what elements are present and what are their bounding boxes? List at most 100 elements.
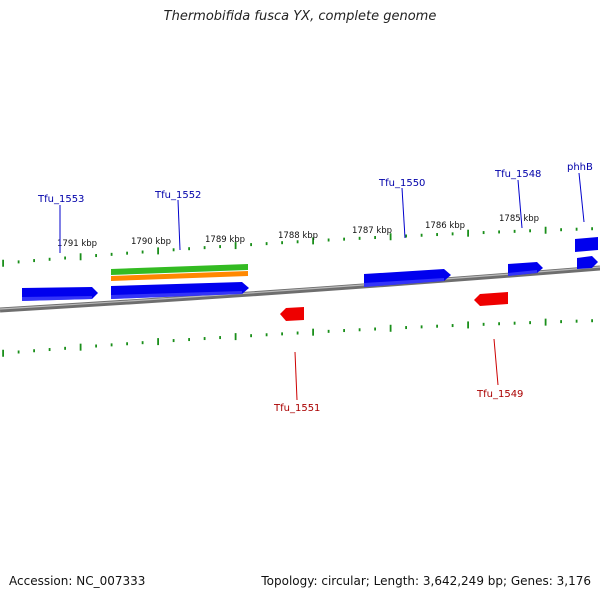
minor-tick [110, 343, 113, 347]
minor-tick [281, 332, 283, 336]
minor-tick [343, 237, 345, 241]
gene-label[interactable]: Tfu_1553 [37, 194, 84, 205]
minor-tick [498, 322, 500, 326]
gene-label[interactable]: Tfu_1551 [273, 403, 320, 414]
leader-line [578, 172, 585, 223]
minor-tick [172, 339, 175, 343]
minor-tick [358, 328, 361, 332]
feature-bar-orange[interactable] [111, 271, 248, 281]
scale-label: 1789 kbp [205, 235, 245, 245]
major-tick [79, 343, 82, 351]
minor-tick [327, 238, 330, 242]
minor-tick [405, 326, 407, 330]
minor-tick [591, 227, 593, 231]
gene-label[interactable]: Tfu_1552 [154, 190, 201, 201]
minor-tick [48, 257, 51, 261]
minor-tick [529, 321, 531, 325]
major-tick [157, 247, 159, 255]
minor-tick [250, 334, 252, 338]
major-tick [234, 333, 237, 341]
minor-tick [405, 234, 407, 238]
gene-arrow-tfu-1549[interactable] [474, 292, 508, 306]
minor-tick [203, 246, 206, 250]
gene-label[interactable]: Tfu_1548 [494, 169, 541, 180]
leader-line [294, 351, 298, 401]
scale-label: 1785 kbp [499, 214, 539, 224]
minor-tick [343, 329, 345, 333]
minor-tick [296, 240, 299, 244]
minor-tick [529, 229, 531, 233]
minor-tick [203, 337, 206, 341]
minor-tick [482, 231, 485, 235]
minor-tick [64, 256, 66, 260]
scale-label: 1790 kbp [131, 237, 171, 247]
gene-label[interactable]: Tfu_1550 [378, 178, 425, 189]
major-tick [467, 229, 469, 237]
major-tick [389, 233, 392, 241]
scale-label: 1786 kbp [425, 221, 465, 231]
minor-tick [513, 229, 516, 233]
gene-arrow-tfu-1550[interactable] [364, 269, 451, 287]
minor-tick [281, 241, 283, 245]
feature-bar-green[interactable] [111, 264, 248, 275]
leader-line [401, 187, 406, 239]
leader-line [517, 179, 523, 229]
minor-tick [141, 341, 144, 345]
minor-tick [374, 327, 376, 331]
minor-tick [265, 333, 268, 337]
minor-tick [219, 245, 221, 249]
genome-stats-text: Topology: circular; Length: 3,642,249 bp… [261, 574, 591, 588]
major-tick [312, 237, 314, 245]
minor-tick [95, 344, 97, 348]
major-tick [2, 259, 4, 267]
gene-label[interactable]: Tfu_1549 [476, 389, 523, 400]
minor-tick [327, 329, 330, 333]
scale-label: 1788 kbp [278, 231, 318, 241]
minor-tick [188, 247, 190, 251]
scale-label: 1787 kbp [352, 226, 392, 236]
minor-tick [451, 232, 454, 236]
major-tick [157, 338, 159, 346]
minor-tick [172, 248, 175, 252]
minor-tick [17, 260, 20, 264]
minor-tick [33, 259, 35, 263]
gene-arrow-tfu-1553[interactable] [22, 287, 98, 301]
gene-label[interactable]: phhB [567, 162, 593, 173]
major-tick [2, 349, 4, 357]
leader-line [177, 199, 181, 251]
minor-tick [33, 349, 35, 353]
minor-tick [219, 336, 221, 340]
inner-scale-ticks [2, 318, 593, 357]
minor-tick [560, 228, 562, 232]
minor-tick [126, 342, 128, 346]
gene-arrow-tfu-1552[interactable] [111, 282, 249, 299]
minor-tick [591, 319, 593, 323]
minor-tick [420, 325, 423, 329]
minor-tick [95, 254, 97, 258]
minor-tick [498, 230, 500, 234]
minor-tick [374, 236, 376, 240]
major-tick [544, 318, 547, 326]
gene-arrow-tfu-1548[interactable] [508, 262, 543, 276]
map-title: Thermobifida fusca YX, complete genome [163, 9, 437, 24]
scale-label: 1791 kbp [57, 239, 97, 249]
minor-tick [575, 319, 578, 323]
minor-tick [265, 242, 268, 246]
leader-line [493, 338, 499, 386]
minor-tick [141, 250, 144, 254]
major-tick [312, 328, 314, 336]
major-tick [544, 226, 547, 234]
minor-tick [451, 324, 454, 328]
minor-tick [560, 320, 562, 324]
minor-tick [482, 322, 485, 326]
major-tick [79, 253, 82, 261]
minor-tick [513, 321, 516, 325]
minor-tick [420, 233, 423, 237]
minor-tick [48, 348, 51, 352]
minor-tick [358, 236, 361, 240]
outer-scale-ticks [2, 226, 593, 267]
gene-arrow-tfu-1551[interactable] [280, 307, 304, 321]
gene-arrow-phhb[interactable] [575, 237, 598, 269]
minor-tick [250, 243, 252, 247]
